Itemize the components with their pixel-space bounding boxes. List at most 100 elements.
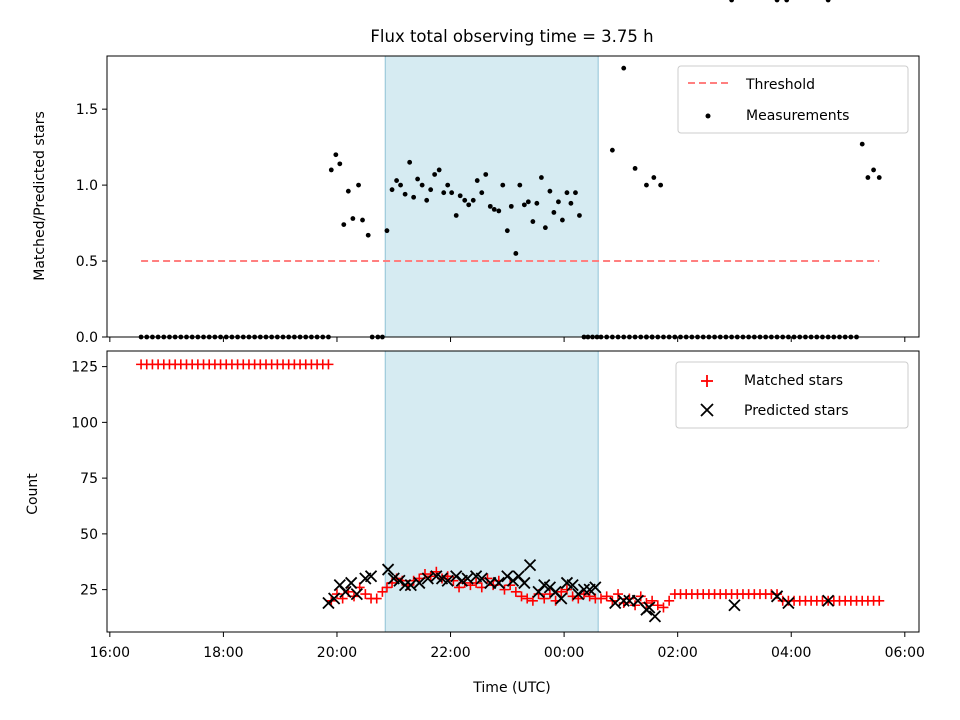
measurement-point [876, 175, 882, 180]
measurement-point [865, 175, 871, 180]
predicted-star-point [475, 572, 488, 585]
predicted-star-point [523, 558, 537, 572]
x-tick-label: 04:00 [771, 645, 811, 661]
measurement-point [389, 187, 395, 193]
measurement-point [500, 182, 506, 188]
x-axis-label: Time (UTC) [472, 680, 550, 696]
panel-counts: 25 50 75 100 125 16:00 18:00 20:00 22:00 00:00 02… [25, 350, 925, 696]
measurement-point [449, 190, 455, 196]
measurement-point [345, 188, 351, 194]
measurement-point [658, 182, 664, 188]
measurement-point [871, 167, 876, 173]
matched-star-point [381, 582, 392, 593]
measurement-point [825, 0, 831, 3]
matched-star-point [874, 595, 885, 606]
ratio-axes-frame [106, 55, 920, 338]
measurement-point [784, 0, 790, 3]
measurement-point [644, 182, 649, 188]
measurement-point [360, 217, 365, 223]
matched-star-point [596, 593, 607, 604]
measurement-point [402, 191, 408, 197]
predicted-star-point [770, 590, 784, 603]
legend-matched-swatch [701, 375, 713, 387]
measurement-point [398, 182, 403, 188]
matched-star-point [323, 359, 334, 370]
measurement-point [356, 182, 361, 188]
measurement-point [530, 219, 536, 224]
measurement-point [350, 216, 356, 221]
ratio-legend-box [677, 65, 909, 134]
matched-star-point [522, 593, 533, 604]
measurement-point [651, 175, 657, 180]
measurement-point [525, 199, 531, 205]
measurement-point [470, 197, 476, 203]
counts-legend-box [675, 361, 909, 429]
measurement-point [441, 190, 447, 196]
predicted-star-point [728, 599, 741, 612]
matched-star-point [510, 586, 521, 597]
legend-matched-label: Matched stars [744, 373, 843, 389]
measurement-point [394, 178, 399, 183]
measurement-point [542, 225, 548, 231]
matched-star-point [448, 575, 459, 586]
counts-legend: Matched stars Predicted stars [675, 361, 909, 429]
predicted-star-point [327, 592, 341, 605]
x-tick-label: 18:00 [203, 645, 243, 661]
matched-star-point [419, 569, 430, 580]
measurement-point [337, 161, 343, 167]
predicted-star-point [577, 583, 591, 596]
measurement-point [462, 197, 468, 203]
measurement-point [538, 175, 544, 180]
x-tick-label: 16:00 [90, 645, 130, 661]
measurement-point [436, 167, 442, 173]
measurement-point [496, 208, 502, 214]
matched-star-point [658, 602, 669, 613]
predicted-star-point [381, 563, 395, 576]
measurement-point [491, 207, 497, 212]
predicted-star-point [589, 581, 602, 594]
matched-star-point [360, 589, 371, 600]
measurement-point [419, 182, 425, 188]
matched-star-point [601, 591, 612, 602]
measurement-point [774, 0, 780, 3]
ratio-y-axis-label: Matched/Predicted stars [32, 111, 48, 281]
measurement-point [453, 213, 459, 218]
measurement-point [474, 178, 480, 183]
predicted-star-point [566, 579, 579, 592]
measurement-point [573, 190, 578, 196]
x-tick-label: 02:00 [657, 645, 697, 661]
legend-predicted-swatch [700, 403, 714, 417]
predicted-star-point [339, 585, 352, 598]
measurement-point [632, 166, 638, 171]
measurement-point [517, 182, 523, 188]
predicted-star-point [643, 601, 656, 614]
measurement-point [508, 203, 514, 209]
matched-star-point [584, 591, 595, 602]
counts-y-tick-label: 125 [71, 360, 98, 376]
x-tick-label: 06:00 [885, 645, 925, 661]
measurement-point [609, 147, 615, 153]
measurement-point [729, 0, 735, 3]
chart-title: Flux total observing time = 3.75 h [370, 27, 653, 46]
predicted-star-point [617, 594, 630, 607]
counts-plot-area [136, 359, 885, 623]
measurement-point [521, 202, 527, 208]
matched-star-point [539, 593, 550, 604]
predicted-star-point [492, 576, 505, 590]
observing-window-shade [384, 55, 599, 338]
measurement-point [407, 159, 413, 165]
x-tick-label: 22:00 [430, 645, 470, 661]
counts-axes-frame [106, 350, 920, 633]
counts-y-ticks: 25 50 75 100 125 [71, 360, 107, 599]
matched-star-point [499, 584, 510, 595]
counts-y-tick-label: 25 [80, 583, 98, 599]
measurement-point [415, 176, 421, 182]
predicted-star-point [350, 587, 363, 601]
matched-star-point [613, 589, 624, 600]
ratio-y-tick-label: 1.5 [76, 102, 98, 118]
counts-y-tick-label: 100 [71, 415, 98, 431]
measurement-point [457, 193, 463, 199]
measurement-point [333, 152, 339, 158]
predicted-star-point [441, 574, 454, 587]
legend-predicted-label: Predicted stars [744, 403, 849, 419]
